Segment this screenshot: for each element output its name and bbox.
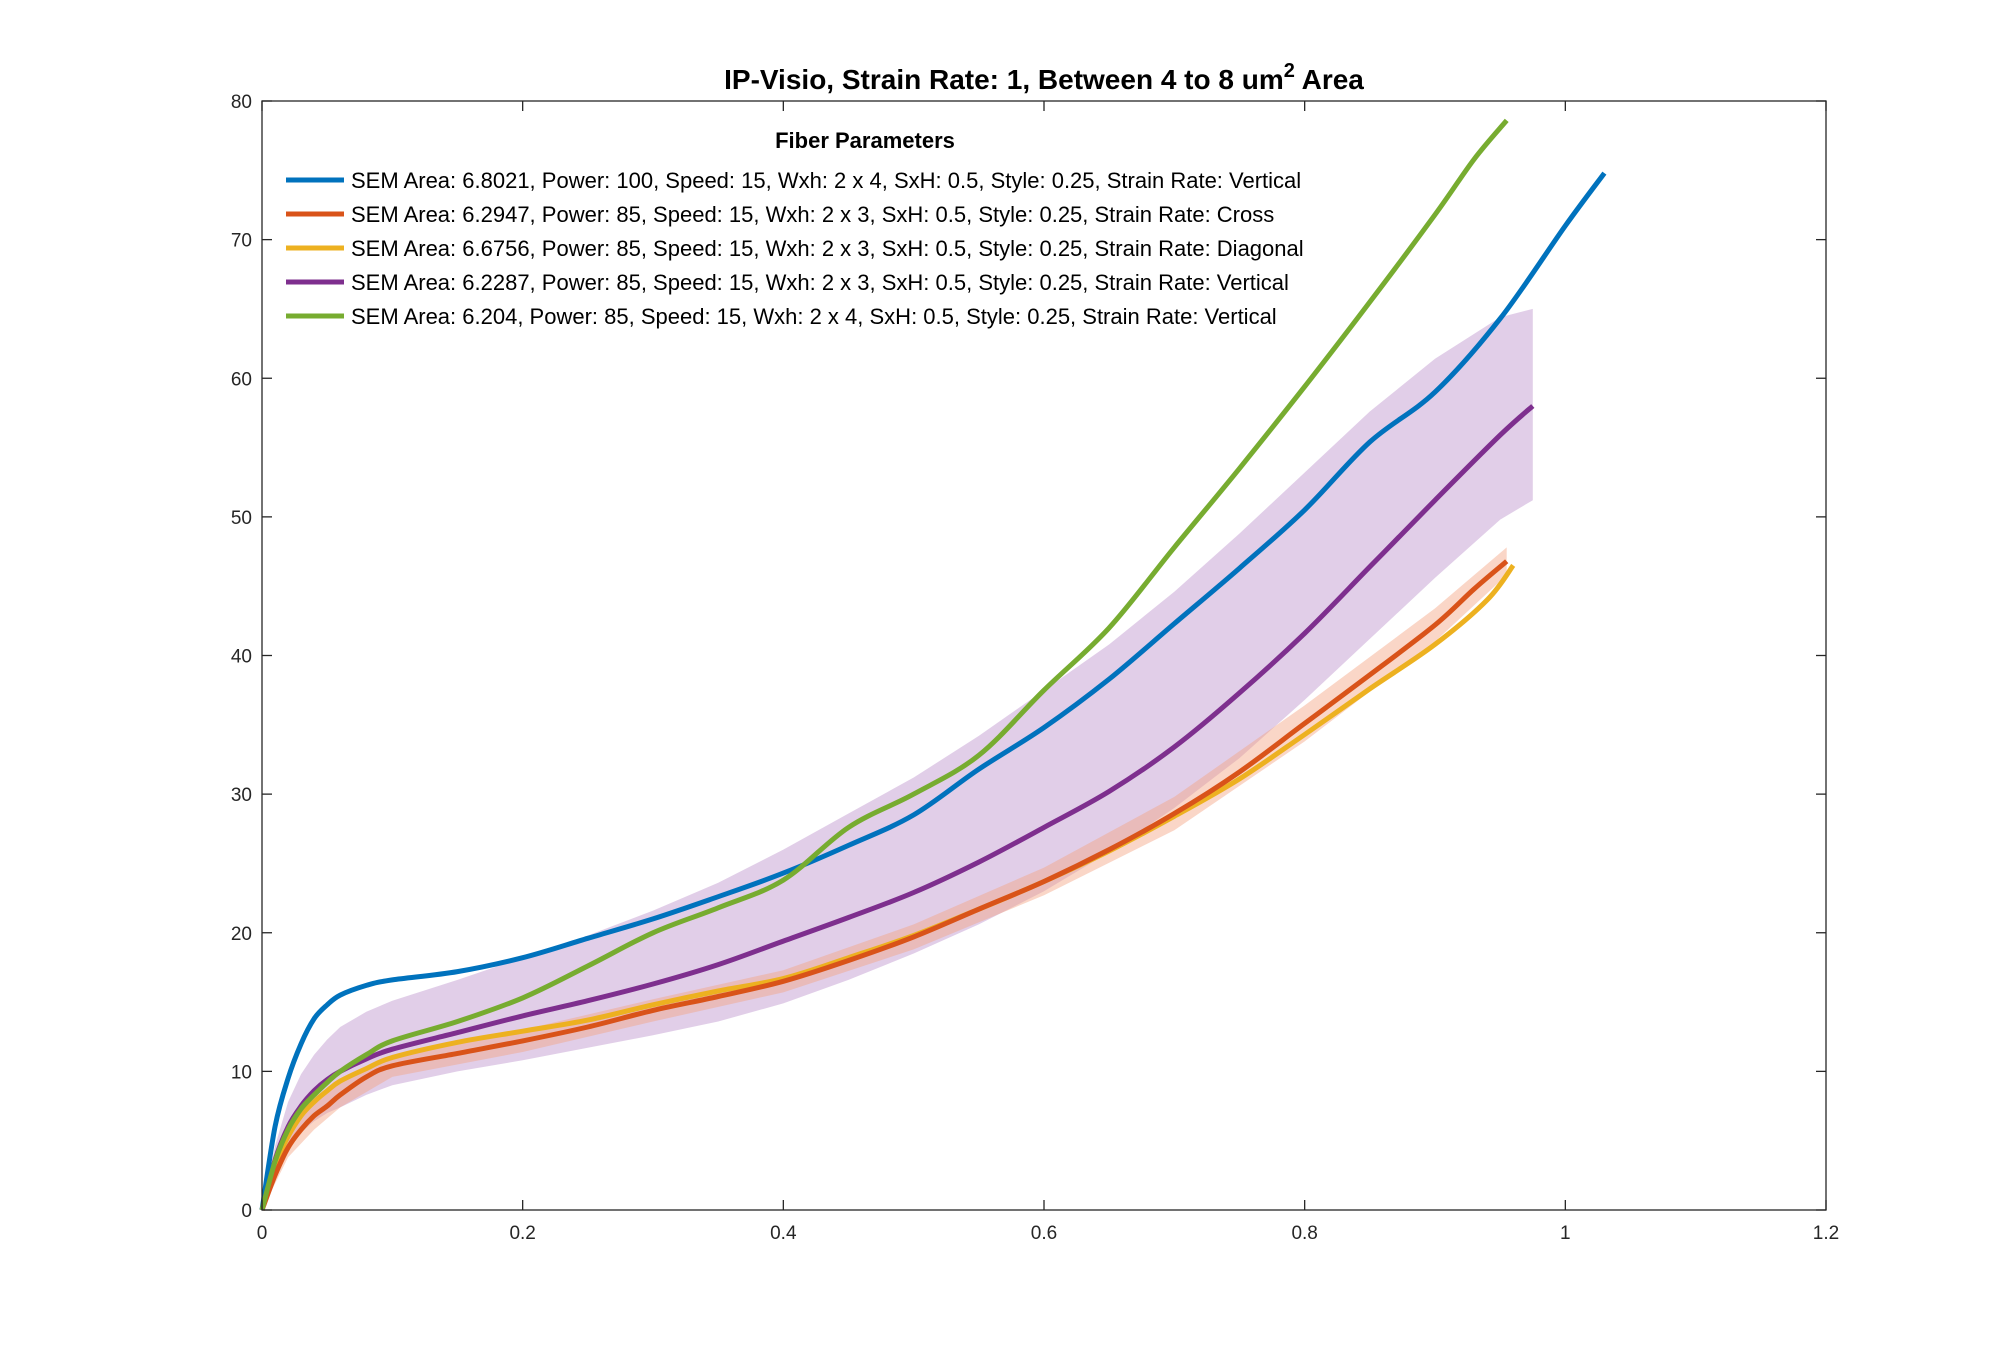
y-tick-label: 50 — [231, 508, 252, 529]
x-tick-label: 1.2 — [1813, 1223, 1839, 1244]
chart-title-superscript: 2 — [1284, 60, 1295, 82]
series-line-3 — [259, 563, 1516, 1211]
chart-title-suffix: Area — [1295, 64, 1364, 95]
legend-title: Fiber Parameters — [775, 128, 955, 153]
x-tick-label: 0 — [257, 1223, 268, 1244]
legend-label-3: SEM Area: 6.6756, Power: 85, Speed: 15, … — [351, 236, 1304, 261]
y-tick-label: 0 — [241, 1201, 252, 1222]
legend-label-4: SEM Area: 6.2287, Power: 85, Speed: 15, … — [351, 270, 1289, 295]
bands-layer — [262, 308, 1533, 1210]
y-tick-label: 20 — [231, 924, 252, 945]
y-tick-label: 80 — [231, 92, 252, 113]
y-tick-label: 40 — [231, 647, 252, 668]
y-tick-label: 10 — [231, 1062, 252, 1083]
series-line-1 — [259, 171, 1607, 1211]
series-line-5 — [259, 118, 1509, 1211]
x-tick-label: 0.2 — [509, 1223, 535, 1244]
x-tick-label: 0.6 — [1031, 1223, 1057, 1244]
x-tick-label: 0.8 — [1291, 1223, 1317, 1244]
legend-label-5: SEM Area: 6.204, Power: 85, Speed: 15, W… — [351, 304, 1277, 329]
chart-title: IP-Visio, Strain Rate: 1, Between 4 to 8… — [724, 60, 1364, 95]
legend: Fiber Parameters SEM Area: 6.8021, Power… — [286, 128, 1304, 329]
legend-label-1: SEM Area: 6.8021, Power: 100, Speed: 15,… — [351, 168, 1301, 193]
y-tick-label: 70 — [231, 231, 252, 252]
x-tick-label: 1 — [1560, 1223, 1571, 1244]
y-tick-label: 60 — [231, 369, 252, 390]
confidence-band-purple — [262, 308, 1533, 1210]
legend-label-2: SEM Area: 6.2947, Power: 85, Speed: 15, … — [351, 202, 1274, 227]
ticks-layer: 0 0.2 0.4 0.6 0.8 1 1.2 0 10 20 30 40 50 60 70 80 — [231, 92, 1839, 1244]
series-layer — [259, 118, 1607, 1211]
chart-title-main: IP-Visio, Strain Rate: 1, Between 4 to 8… — [724, 64, 1284, 95]
series-line-2 — [259, 559, 1509, 1211]
x-tick-label: 0.4 — [770, 1223, 797, 1244]
y-tick-label: 30 — [231, 785, 252, 806]
